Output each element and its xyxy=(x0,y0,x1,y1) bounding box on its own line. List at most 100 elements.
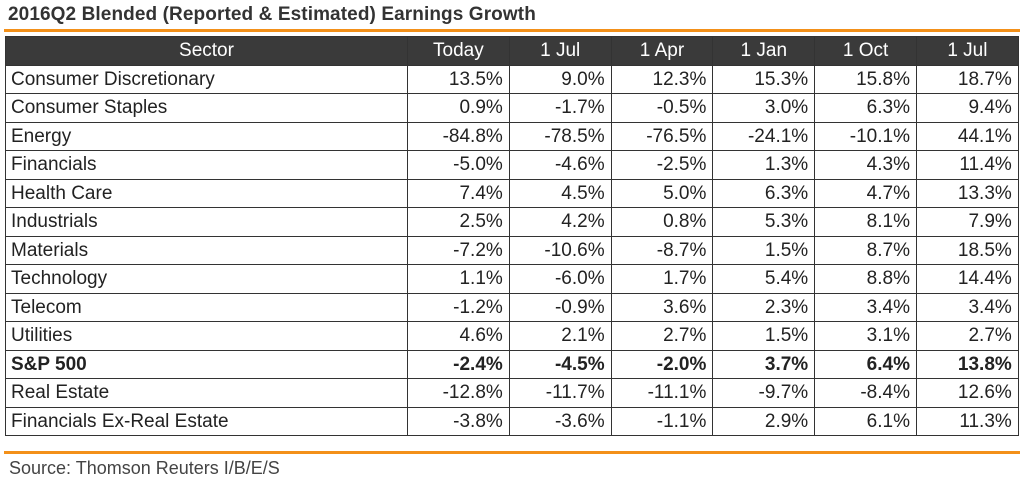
growth-value-cell: 4.6% xyxy=(407,321,510,351)
growth-value-cell: 8.7% xyxy=(814,235,917,265)
growth-value-cell: 11.4% xyxy=(915,150,1019,180)
growth-value-cell: 12.6% xyxy=(915,378,1019,408)
growth-value-cell: 2.9% xyxy=(712,406,816,436)
table-row: Utilities 4.6% 2.1% 2.7% 1.5% 3.1% 2.7% xyxy=(5,321,1019,351)
growth-value-cell: -3.6% xyxy=(508,406,612,436)
growth-value-cell: -1.2% xyxy=(407,292,510,322)
growth-value-cell: 13.3% xyxy=(915,178,1019,208)
growth-value-cell: -1.7% xyxy=(508,93,612,123)
sector-name-cell: Health Care xyxy=(5,178,408,208)
growth-value-cell: -2.0% xyxy=(610,349,714,379)
growth-value-cell: 15.3% xyxy=(712,64,816,94)
growth-value-cell: 1.7% xyxy=(610,264,714,294)
table-row: Technology 1.1% -6.0% 1.7% 5.4% 8.8% 14.4% xyxy=(5,264,1019,294)
growth-value-cell: 5.0% xyxy=(610,178,714,208)
growth-value-cell: 6.3% xyxy=(814,93,917,123)
growth-value-cell: 2.7% xyxy=(915,321,1019,351)
growth-value-cell: 4.3% xyxy=(814,150,917,180)
growth-value-cell: -8.7% xyxy=(610,235,714,265)
growth-value-cell: -76.5% xyxy=(610,121,714,151)
sector-name-cell: S&P 500 xyxy=(5,349,408,379)
growth-value-cell: 3.4% xyxy=(814,292,917,322)
growth-value-cell: 13.5% xyxy=(407,64,510,94)
column-header-1-oct: 1 Oct xyxy=(814,36,917,66)
growth-value-cell: -11.1% xyxy=(610,378,714,408)
growth-value-cell: 1.1% xyxy=(407,264,510,294)
growth-value-cell: 3.1% xyxy=(814,321,917,351)
growth-value-cell: -9.7% xyxy=(712,378,816,408)
growth-value-cell: -12.8% xyxy=(407,378,510,408)
growth-value-cell: -7.2% xyxy=(407,235,510,265)
sector-name-cell: Financials xyxy=(5,150,408,180)
growth-value-cell: 0.9% xyxy=(407,93,510,123)
page-title: 2016Q2 Blended (Reported & Estimated) Ea… xyxy=(8,4,536,25)
growth-value-cell: -10.1% xyxy=(814,121,917,151)
sector-name-cell: Consumer Discretionary xyxy=(5,64,408,94)
growth-value-cell: 18.5% xyxy=(915,235,1019,265)
growth-value-cell: 15.8% xyxy=(814,64,917,94)
growth-value-cell: 2.7% xyxy=(610,321,714,351)
growth-value-cell: -0.9% xyxy=(508,292,612,322)
growth-value-cell: 12.3% xyxy=(610,64,714,94)
table-row: Financials -5.0% -4.6% -2.5% 1.3% 4.3% 11.4% xyxy=(5,150,1019,180)
sector-name-cell: Industrials xyxy=(5,207,408,237)
growth-value-cell: 2.5% xyxy=(407,207,510,237)
growth-value-cell: 0.8% xyxy=(610,207,714,237)
growth-value-cell: 2.1% xyxy=(508,321,612,351)
sector-name-cell: Utilities xyxy=(5,321,408,351)
column-header-1-jul-recent: 1 Jul xyxy=(508,36,612,66)
growth-value-cell: -2.4% xyxy=(407,349,510,379)
growth-value-cell: -5.0% xyxy=(407,150,510,180)
footer-divider xyxy=(4,451,1020,454)
growth-value-cell: 3.4% xyxy=(915,292,1019,322)
sector-name-cell: Energy xyxy=(5,121,408,151)
sector-name-cell: Consumer Staples xyxy=(5,93,408,123)
growth-value-cell: 1.5% xyxy=(712,321,816,351)
growth-value-cell: -10.6% xyxy=(508,235,612,265)
table-row: Real Estate -12.8% -11.7% -11.1% -9.7% -8.4% 1… xyxy=(5,378,1019,408)
growth-value-cell: -24.1% xyxy=(712,121,816,151)
table-body: Consumer Discretionary 13.5% 9.0% 12.3% 15.3… xyxy=(5,64,1019,436)
table-row: Consumer Discretionary 13.5% 9.0% 12.3% 15.3… xyxy=(5,64,1019,94)
growth-value-cell: 1.5% xyxy=(712,235,816,265)
growth-value-cell: 1.3% xyxy=(712,150,816,180)
growth-value-cell: 4.2% xyxy=(508,207,612,237)
growth-value-cell: 5.3% xyxy=(712,207,816,237)
table-row: Energy -84.8% -78.5% -76.5% -24.1% -10.1% 44.1… xyxy=(5,121,1019,151)
table-row: Industrials 2.5% 4.2% 0.8% 5.3% 8.1% 7.9% xyxy=(5,207,1019,237)
column-header-1-jan: 1 Jan xyxy=(712,36,816,66)
growth-value-cell: 6.4% xyxy=(814,349,917,379)
earnings-growth-table: Sector Today 1 Jul 1 Apr 1 Jan 1 Oct 1 J… xyxy=(5,36,1019,436)
growth-value-cell: -78.5% xyxy=(508,121,612,151)
growth-value-cell: 3.7% xyxy=(712,349,816,379)
sector-name-cell: Materials xyxy=(5,235,408,265)
growth-value-cell: 44.1% xyxy=(915,121,1019,151)
growth-value-cell: 3.0% xyxy=(712,93,816,123)
sector-name-cell: Real Estate xyxy=(5,378,408,408)
table-row: Telecom -1.2% -0.9% 3.6% 2.3% 3.4% 3.4% xyxy=(5,292,1019,322)
growth-value-cell: 3.6% xyxy=(610,292,714,322)
growth-value-cell: 11.3% xyxy=(915,406,1019,436)
growth-value-cell: 5.4% xyxy=(712,264,816,294)
column-header-sector: Sector xyxy=(5,36,408,66)
table-row: S&P 500 -2.4% -4.5% -2.0% 3.7% 6.4% 13.8% xyxy=(5,349,1019,379)
growth-value-cell: 14.4% xyxy=(915,264,1019,294)
growth-value-cell: 4.5% xyxy=(508,178,612,208)
growth-value-cell: -1.1% xyxy=(610,406,714,436)
title-divider xyxy=(4,29,1020,32)
table-row: Financials Ex-Real Estate -3.8% -3.6% -1.1%… xyxy=(5,406,1019,436)
sector-name-cell: Telecom xyxy=(5,292,408,322)
growth-value-cell: 2.3% xyxy=(712,292,816,322)
growth-value-cell: 4.7% xyxy=(814,178,917,208)
growth-value-cell: 9.0% xyxy=(508,64,612,94)
growth-value-cell: 13.8% xyxy=(915,349,1019,379)
growth-value-cell: -4.6% xyxy=(508,150,612,180)
growth-value-cell: -84.8% xyxy=(407,121,510,151)
growth-value-cell: 6.3% xyxy=(712,178,816,208)
table-row: Consumer Staples 0.9% -1.7% -0.5% 3.0% 6.3% 9.… xyxy=(5,93,1019,123)
growth-value-cell: -11.7% xyxy=(508,378,612,408)
sector-name-cell: Financials Ex-Real Estate xyxy=(5,406,408,436)
growth-value-cell: -2.5% xyxy=(610,150,714,180)
growth-value-cell: 6.1% xyxy=(814,406,917,436)
growth-value-cell: -6.0% xyxy=(508,264,612,294)
